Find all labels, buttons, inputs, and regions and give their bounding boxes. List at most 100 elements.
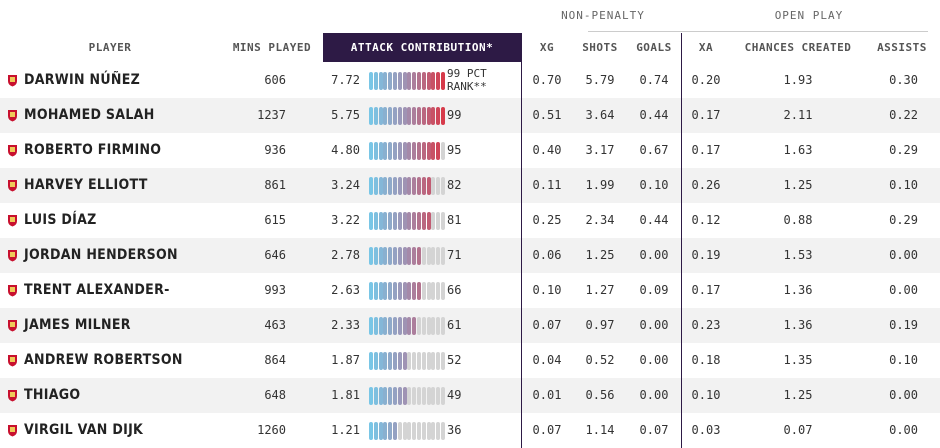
percentile-bar-segment — [412, 387, 417, 405]
club-crest-icon — [8, 110, 17, 122]
percentile-bar-segment — [436, 142, 441, 160]
percentile-rank: 52 — [447, 353, 462, 367]
goals-value: 0.00 — [639, 388, 669, 402]
percentile-bar-segment — [397, 387, 402, 405]
percentile-bar-segment — [373, 317, 378, 335]
percentile-bar-segment — [436, 107, 441, 125]
chances-created-value: 1.36 — [783, 318, 813, 332]
percentile-bar-segment — [397, 422, 402, 440]
percentile-bar-segment — [441, 352, 445, 370]
percentile-bar-segment — [373, 422, 378, 440]
percentile-bar-segment — [426, 317, 431, 335]
percentile-bar-segment — [397, 247, 402, 265]
percentile-rank-line1: 99 PCT — [447, 67, 487, 80]
percentile-bar-segment — [378, 212, 383, 230]
club-crest-icon — [8, 425, 17, 437]
shots-value: 3.64 — [585, 108, 615, 122]
percentile-bar-segment — [383, 317, 388, 335]
percentile-bar-segment — [407, 72, 412, 90]
percentile-bar-segment — [402, 142, 407, 160]
percentile-bar-segment — [373, 282, 378, 300]
attack-contribution-value: 2.33 — [331, 318, 360, 332]
mins-played: 646 — [264, 248, 286, 262]
percentile-bar-segment — [431, 212, 436, 230]
player-name: ROBERTO FIRMINO — [24, 142, 162, 158]
percentile-bar-segment — [369, 107, 373, 125]
xg-value: 0.51 — [532, 108, 562, 122]
percentile-bar-segment — [441, 177, 445, 195]
percentile-bar-segment — [441, 387, 445, 405]
xg-value: 0.01 — [532, 388, 562, 402]
shots-value: 0.97 — [585, 318, 615, 332]
club-crest-icon — [8, 180, 17, 192]
assists-value: 0.19 — [889, 318, 918, 332]
percentile-bar-segment — [407, 422, 412, 440]
xg-value: 0.40 — [532, 143, 562, 157]
percentile-bar-segment — [373, 387, 378, 405]
percentile-bar-segment — [417, 72, 421, 90]
goals-value: 0.00 — [639, 318, 669, 332]
percentile-bar-segment — [426, 212, 431, 230]
percentile-bar-segment — [373, 142, 378, 160]
xg-value: 0.25 — [532, 213, 562, 227]
col-header-mins: MINS PLAYED — [232, 41, 312, 54]
percentile-rank: 99 PCT RANK** — [447, 67, 487, 102]
goals-value: 0.67 — [639, 143, 669, 157]
xa-value: 0.17 — [691, 283, 721, 297]
assists-value: 0.00 — [889, 248, 918, 262]
percentile-bar-segment — [393, 107, 397, 125]
percentile-bar-segment — [383, 212, 388, 230]
percentile-bar-segment — [373, 72, 378, 90]
percentile-rank: 36 — [447, 423, 462, 437]
percentile-bar-segment — [388, 142, 393, 160]
shots-value: 1.99 — [585, 178, 615, 192]
attack-contribution-value: 5.75 — [331, 108, 360, 122]
col-header-assists: ASSISTS — [877, 41, 927, 54]
percentile-bar-segment — [369, 247, 373, 265]
percentile-bar-segment — [383, 142, 388, 160]
percentile-bar-segment — [441, 212, 445, 230]
player-name: TRENT ALEXANDER-ARNOLD — [24, 282, 170, 333]
percentile-bar-segment — [421, 142, 426, 160]
percentile-bar-segment — [431, 177, 436, 195]
chances-created-value: 0.07 — [783, 423, 813, 437]
percentile-bar-segment — [431, 352, 436, 370]
col-header-player: PLAYER — [88, 41, 132, 54]
club-crest-icon — [8, 250, 17, 262]
percentile-bar-segment — [388, 72, 393, 90]
mins-played: 615 — [264, 213, 286, 227]
goals-value: 0.44 — [639, 108, 669, 122]
percentile-bar-segment — [397, 212, 402, 230]
percentile-bar-segment — [397, 177, 402, 195]
percentile-bar-segment — [431, 107, 436, 125]
percentile-bar-segment — [383, 107, 388, 125]
xa-value: 0.26 — [691, 178, 721, 192]
percentile-bar-segment — [412, 107, 417, 125]
percentile-bar-segment — [393, 422, 397, 440]
percentile-rank: 66 — [447, 283, 462, 297]
percentile-bar-segment — [402, 282, 407, 300]
chances-created-value: 1.25 — [783, 388, 813, 402]
mins-played: 606 — [264, 73, 286, 87]
shots-value: 2.34 — [585, 213, 615, 227]
col-header-attack-contribution: ATTACK CONTRIBUTION* — [323, 33, 521, 62]
percentile-bar-segment — [441, 247, 445, 265]
table-row: ROBERTO FIRMINO 936 4.80 95 0.40 3.17 0.67 0.17… — [0, 133, 940, 168]
player-name: DARWIN NÚÑEZ — [24, 72, 141, 88]
assists-value: 0.22 — [889, 108, 918, 122]
percentile-bar-segment — [417, 422, 421, 440]
percentile-bar-segment — [397, 282, 402, 300]
xg-value: 0.04 — [532, 353, 562, 367]
mins-played: 463 — [264, 318, 286, 332]
percentile-bar-segment — [388, 352, 393, 370]
percentile-bar-segment — [402, 422, 407, 440]
percentile-bar-segment — [393, 142, 397, 160]
xa-value: 0.17 — [691, 143, 721, 157]
percentile-bar-segment — [431, 317, 436, 335]
percentile-bar-segment — [417, 387, 421, 405]
percentile-bar-segment — [393, 212, 397, 230]
attack-contribution-value: 2.78 — [331, 248, 360, 262]
percentile-bar-segment — [436, 212, 441, 230]
chances-created-value: 1.53 — [783, 248, 813, 262]
mins-played: 864 — [264, 353, 286, 367]
